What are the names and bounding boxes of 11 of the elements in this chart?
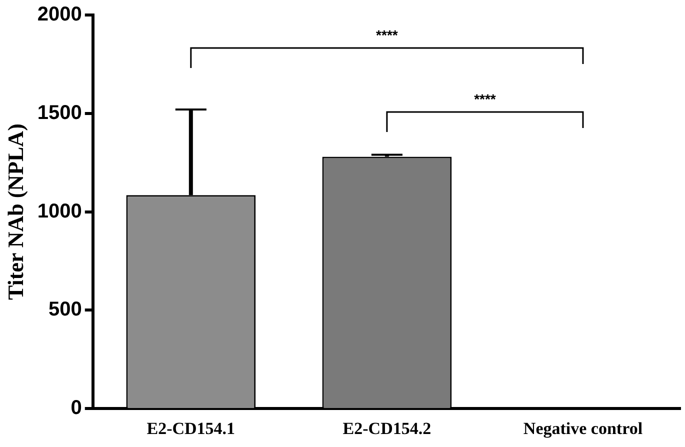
annotation: **** <box>376 27 398 43</box>
annotation: **** <box>474 91 496 107</box>
y-tick-label: 2000 <box>37 4 82 26</box>
x-tick-label: E2-CD154.1 <box>146 419 236 438</box>
y-tick-label: 500 <box>48 298 82 321</box>
y-tick-label: 0 <box>70 397 82 420</box>
x-tick-label: Negative control <box>523 419 643 438</box>
y-tick-label: 1500 <box>37 102 82 124</box>
y-tick-label: 1000 <box>37 200 82 222</box>
x-tick-label: E2-CD154.2 <box>342 419 432 438</box>
y-axis-title: Titer NAb (NPLA) <box>2 124 28 300</box>
